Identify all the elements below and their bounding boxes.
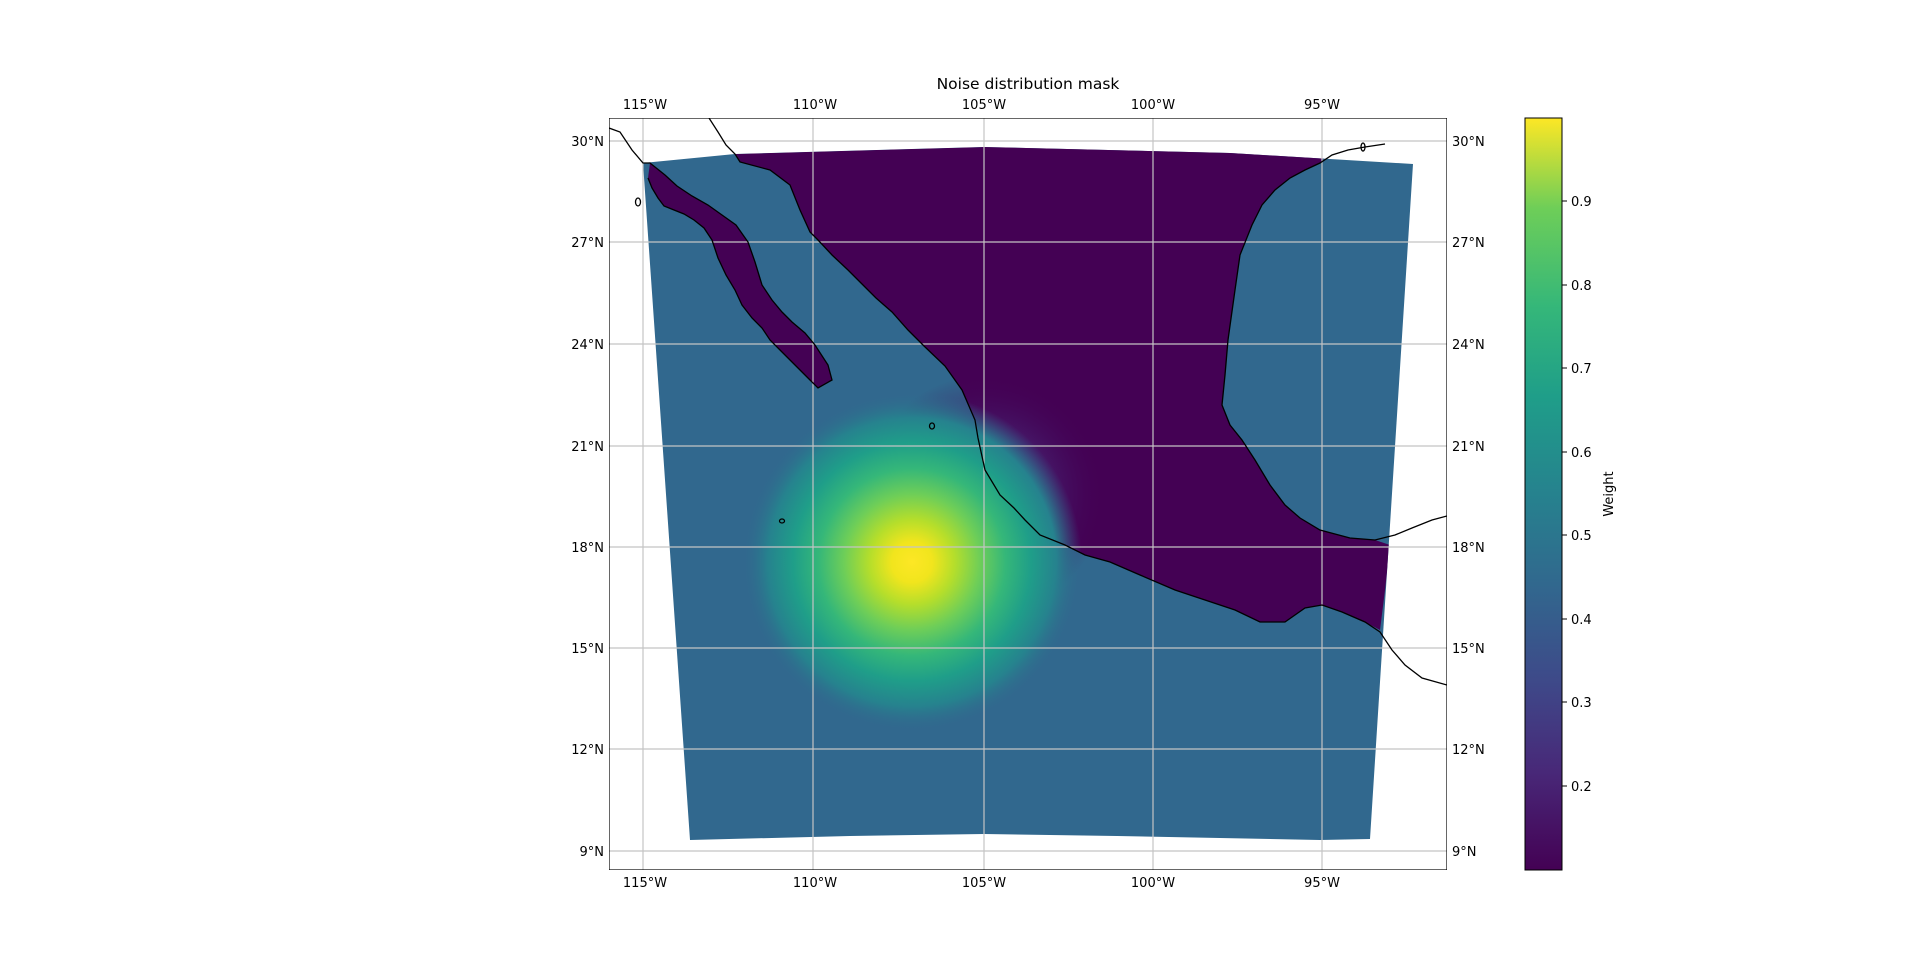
lon-label-bottom-105: 105°W: [962, 876, 1006, 891]
lat-label-right-15: 15°N: [1452, 642, 1485, 657]
colorbar-tick-marks: [1562, 200, 1567, 787]
coastline-gulf-of-mexico: [1221, 143, 1447, 541]
lon-label-top-110: 110°W: [793, 98, 837, 113]
lat-label-left-30: 30°N: [571, 135, 604, 150]
lon-label-bottom-95: 95°W: [1304, 876, 1340, 891]
lat-ticks-right: 30°N 27°N 24°N 21°N 18°N 15°N 12°N 9°N: [1452, 135, 1485, 860]
lat-label-left-15: 15°N: [571, 642, 604, 657]
colorbar-label-0.7: 0.7: [1571, 362, 1592, 377]
lat-label-right-30: 30°N: [1452, 135, 1485, 150]
colorbar-label-0.3: 0.3: [1571, 696, 1592, 711]
island-texas-barrier: [1360, 142, 1366, 152]
coastlines: [609, 118, 1447, 686]
lat-label-right-9: 9°N: [1452, 845, 1477, 860]
lat-label-right-18: 18°N: [1452, 541, 1485, 556]
colorbar: 0.2 0.3 0.4 0.5 0.6 0.7 0.8 0.9 Weight: [1524, 117, 1617, 871]
map-axes: [609, 118, 1447, 870]
lon-label-bottom-110: 110°W: [793, 876, 837, 891]
lat-label-left-9: 9°N: [580, 845, 605, 860]
island-socorro: [778, 518, 786, 524]
colorbar-label-0.8: 0.8: [1571, 279, 1592, 294]
lat-label-left-18: 18°N: [571, 541, 604, 556]
lon-label-bottom-100: 100°W: [1131, 876, 1175, 891]
lat-label-left-27: 27°N: [571, 236, 604, 251]
lat-ticks-left: 30°N 27°N 24°N 21°N 18°N 15°N 12°N 9°N: [571, 135, 604, 860]
lon-label-top-100: 100°W: [1131, 98, 1175, 113]
colorbar-label-0.6: 0.6: [1571, 446, 1592, 461]
gridlines: [609, 118, 1447, 870]
lat-label-right-12: 12°N: [1452, 743, 1485, 758]
lat-label-left-12: 12°N: [571, 743, 604, 758]
island-tres-marias: [928, 422, 936, 430]
colorbar-label-0.5: 0.5: [1571, 529, 1592, 544]
chart-title: Noise distribution mask: [937, 75, 1120, 93]
weight-field: [643, 147, 1413, 840]
lon-label-top-115: 115°W: [623, 98, 667, 113]
noise-peak: [742, 392, 1082, 732]
coastline-baja-california: [609, 127, 833, 389]
colorbar-label-0.4: 0.4: [1571, 613, 1592, 628]
lon-ticks-top: 115°W 110°W 105°W 100°W 95°W: [623, 98, 1340, 113]
lat-label-right-24: 24°N: [1452, 338, 1485, 353]
colorbar-label-0.2: 0.2: [1571, 780, 1592, 795]
lon-label-top-95: 95°W: [1304, 98, 1340, 113]
lat-label-right-21: 21°N: [1452, 440, 1485, 455]
lon-ticks-bottom: 115°W 110°W 105°W 100°W 95°W: [623, 876, 1340, 891]
lon-label-bottom-115: 115°W: [623, 876, 667, 891]
lat-label-left-21: 21°N: [571, 440, 604, 455]
colorbar-tick-labels: 0.2 0.3 0.4 0.5 0.6 0.7 0.8 0.9: [1571, 195, 1592, 795]
lon-label-top-105: 105°W: [962, 98, 1006, 113]
lat-label-left-24: 24°N: [571, 338, 604, 353]
coastline-pacific-mainland: [708, 118, 1447, 686]
island-guadalupe: [634, 197, 642, 207]
colorbar-gradient: [1524, 117, 1563, 871]
lat-label-right-27: 27°N: [1452, 236, 1485, 251]
colorbar-label-0.9: 0.9: [1571, 195, 1592, 210]
colorbar-title: Weight: [1602, 471, 1617, 516]
